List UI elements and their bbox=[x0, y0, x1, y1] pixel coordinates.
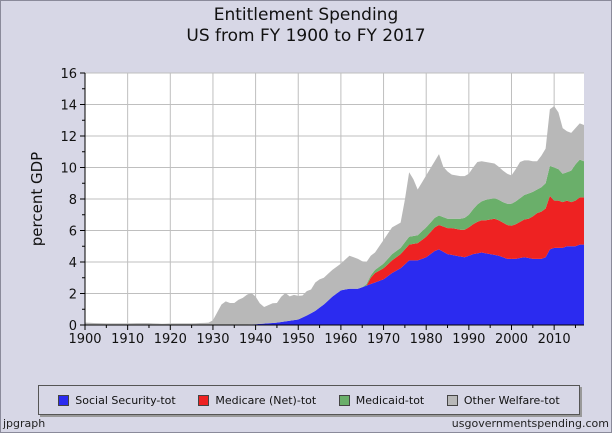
x-tick-label: 1970 bbox=[367, 332, 400, 347]
x-tick-label: 1900 bbox=[68, 332, 101, 347]
legend-label: Other Welfare-tot bbox=[463, 393, 560, 407]
y-tick-label: 2 bbox=[69, 288, 77, 303]
legend-label: Medicare (Net)-tot bbox=[215, 393, 317, 407]
y-tick-label: 4 bbox=[69, 256, 77, 271]
y-tick-label: 14 bbox=[60, 99, 77, 114]
footer-right: usgovernmentspending.com bbox=[451, 417, 609, 430]
area-series-social-security-tot bbox=[85, 244, 584, 325]
y-tick-label: 8 bbox=[69, 193, 77, 208]
footer-left: jpgraph bbox=[3, 417, 46, 430]
legend-swatch bbox=[58, 394, 70, 406]
y-tick-label: 6 bbox=[69, 225, 77, 240]
y-tick-label: 10 bbox=[60, 162, 77, 177]
x-tick-label: 2010 bbox=[538, 332, 571, 347]
legend-item-social-security-tot: Social Security-tot bbox=[58, 393, 176, 407]
y-axis-title: percent GDP bbox=[28, 152, 46, 246]
y-tick-label: 16 bbox=[60, 67, 77, 82]
legend-item-other-welfare-tot: Other Welfare-tot bbox=[446, 393, 560, 407]
legend-swatch bbox=[198, 394, 210, 406]
x-tick-label: 1980 bbox=[410, 332, 443, 347]
legend-label: Medicaid-tot bbox=[355, 393, 425, 407]
x-tick-label: 1990 bbox=[452, 332, 485, 347]
x-tick-label: 1930 bbox=[196, 332, 229, 347]
chart-subtitle: US from FY 1900 to FY 2017 bbox=[186, 26, 426, 46]
legend-swatch bbox=[338, 394, 350, 406]
y-tick-label: 0 bbox=[69, 319, 77, 334]
legend-label: Social Security-tot bbox=[75, 393, 176, 407]
legend-swatch bbox=[446, 394, 458, 406]
chart-title: Entitlement Spending bbox=[213, 5, 399, 25]
x-tick-label: 1940 bbox=[239, 332, 272, 347]
x-tick-label: 1910 bbox=[111, 332, 144, 347]
x-tick-label: 1960 bbox=[324, 332, 357, 347]
chart-plot: 0 2 4 6 8 10 12 14 16 1900 1910 1920 1930 1940 1950 196… bbox=[28, 67, 584, 347]
x-tick-label: 1950 bbox=[282, 332, 315, 347]
area-series-other-welfare-tot bbox=[85, 106, 584, 325]
legend-item-medicare-net-tot: Medicare (Net)-tot bbox=[198, 394, 316, 407]
x-tick-label: 2000 bbox=[495, 332, 528, 347]
chart-legend: Social Security-tot Medicare (Net)-tot Med… bbox=[38, 385, 580, 415]
y-tick-label: 12 bbox=[60, 130, 77, 145]
legend-item-medicaid-tot: Medicaid-tot bbox=[338, 393, 425, 407]
x-tick-label: 1920 bbox=[154, 332, 187, 347]
